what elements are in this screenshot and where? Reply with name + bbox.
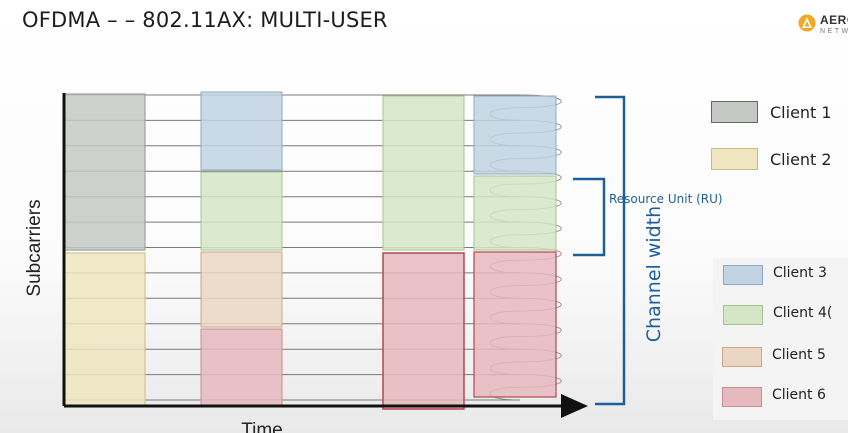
channel-width-bracket	[595, 95, 626, 406]
logo-subtext: NETWO	[820, 28, 848, 35]
legend-label-client1: Client 1	[770, 103, 832, 122]
logo-wordmark: AEROH	[820, 13, 848, 27]
block-client5	[200, 251, 283, 328]
legend-swatch-client2	[711, 148, 758, 170]
legend-label-client6: Client 6	[772, 387, 826, 403]
legend-swatch-client4	[723, 305, 763, 325]
legend-label-client4: Client 4(	[773, 305, 833, 321]
slide-title: OFDMA – – 802.11AX: MULTI-USER	[22, 8, 388, 32]
legend-label-client5: Client 5	[772, 347, 826, 363]
logo-icon	[798, 14, 816, 32]
block-client3	[200, 91, 283, 171]
channel-width-label: Channel width	[643, 206, 665, 342]
block-client4	[382, 95, 465, 251]
x-axis-label: Time	[241, 420, 283, 433]
block-client6	[473, 251, 557, 398]
brand-logo: AEROH NETWO	[796, 10, 848, 40]
resource-blocks	[63, 91, 557, 410]
block-client4	[473, 175, 557, 251]
block-client2	[63, 252, 146, 406]
block-client3	[473, 95, 557, 175]
y-axis-label: Subcarriers	[24, 199, 45, 296]
resource-unit-bracket	[573, 177, 606, 257]
block-client1	[63, 93, 146, 251]
legend-swatch-client6	[722, 387, 762, 407]
legend-label-client3: Client 3	[773, 265, 827, 281]
legend-swatch-client3	[723, 265, 763, 285]
legend-label-client2: Client 2	[770, 150, 832, 169]
block-client6	[200, 328, 283, 406]
block-client4	[200, 171, 283, 251]
block-client6	[382, 252, 465, 410]
resource-unit-label: Resource Unit (RU)	[609, 192, 723, 206]
legend-swatch-client5	[722, 347, 762, 367]
legend-swatch-client1	[711, 101, 758, 123]
